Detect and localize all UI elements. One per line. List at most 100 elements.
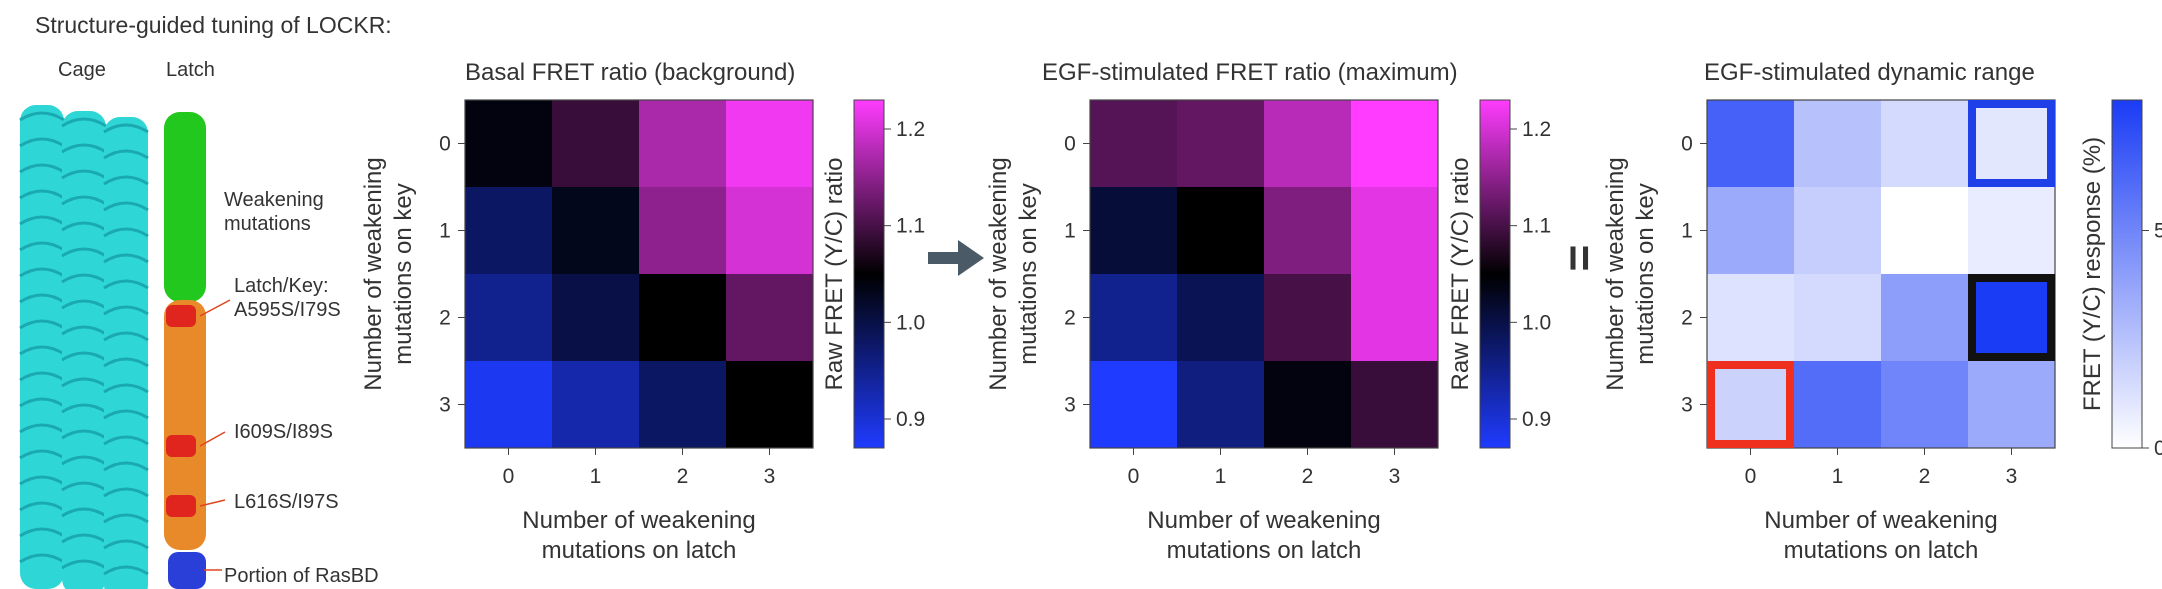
heatmap-cell <box>1351 100 1438 187</box>
cage-helices <box>19 105 149 589</box>
heatmap-cell <box>1968 187 2055 274</box>
helix-turn <box>103 539 149 550</box>
y-tick-label: 1 <box>439 220 451 243</box>
helix-turn <box>61 299 107 310</box>
y-tick-label: 3 <box>439 394 451 417</box>
heatmap-cell <box>1264 100 1351 187</box>
colorbar-tick-label: 0.9 <box>1522 408 1551 431</box>
heatmap-cell <box>639 187 726 274</box>
heatmap-panel-3: EGF-stimulated dynamic range 0 1 2 3 0 1 2 3 Numb… <box>1602 59 2162 564</box>
heatmap-cell <box>639 274 726 361</box>
annotation-i609s: I609S/I89S <box>234 421 333 443</box>
heatmap-cell <box>465 187 552 274</box>
heatmap-cell <box>639 100 726 187</box>
heatmap-cell <box>1794 361 1881 448</box>
helix-turn <box>19 553 65 564</box>
helix-turn <box>19 449 65 460</box>
heatmap-panel-1: Basal FRET ratio (background) 0 1 2 3 0 1 2 3 Num… <box>360 59 925 564</box>
heatmap-cell <box>1351 361 1438 448</box>
heatmap-cell <box>726 274 813 361</box>
helix-turn <box>19 371 65 382</box>
helix-turn <box>61 117 107 128</box>
heatmap-cell <box>1264 274 1351 361</box>
helix-turn <box>61 221 107 232</box>
colorbar-tick-label: 1.0 <box>896 311 925 334</box>
annotation-a595s: A595S/I79S <box>234 299 341 321</box>
helix-turn <box>61 325 107 336</box>
annotation-weakening: Weakening <box>224 189 324 211</box>
x-axis-label: Number of weakening mutations on latch <box>1147 507 1380 564</box>
colorbar-tick-label: 5 <box>2154 220 2162 243</box>
heatmap-cell <box>1090 361 1177 448</box>
helix-turn <box>61 481 107 492</box>
heatmap-cell <box>1351 187 1438 274</box>
heatmap-cell <box>465 274 552 361</box>
y-tick-label: 0 <box>439 133 451 156</box>
heatmap-cell <box>1968 100 2055 187</box>
helix-turn <box>19 423 65 434</box>
heatmap-cell <box>639 361 726 448</box>
heatmap-cell <box>465 361 552 448</box>
x-tick-label: 2 <box>1919 465 1931 488</box>
plot-frame <box>1089 99 1439 449</box>
helix-turn <box>103 305 149 316</box>
y-tick-label: 2 <box>439 307 451 330</box>
heatmap-cell <box>1881 187 1968 274</box>
cage-helix <box>104 117 148 589</box>
x-tick-label: 1 <box>1215 465 1227 488</box>
helix-turn <box>61 143 107 154</box>
x-tick-label: 2 <box>1302 465 1314 488</box>
helix-turn <box>103 409 149 420</box>
helix-turn <box>103 331 149 342</box>
helix-turn <box>19 267 65 278</box>
heatmap-cell <box>726 187 813 274</box>
heatmap-cell <box>1794 100 1881 187</box>
heatmap-cell <box>552 100 639 187</box>
x-tick-label: 3 <box>1389 465 1401 488</box>
helix-turn <box>19 527 65 538</box>
heatmap-cell <box>552 187 639 274</box>
helix-turn <box>103 279 149 290</box>
x-tick-label: 2 <box>677 465 689 488</box>
colorbar-tick-label: 1.1 <box>896 215 925 238</box>
annotation-latch-key: Latch/Key: <box>234 275 329 297</box>
colorbar-tick-label: 1.2 <box>1522 118 1551 141</box>
x-tick-label: 1 <box>590 465 602 488</box>
helix-turn <box>19 293 65 304</box>
heatmap-panel-2: EGF-stimulated FRET ratio (maximum) 0 1 2 3 0… <box>985 59 1551 564</box>
helix-turn <box>103 513 149 524</box>
mutation-site-3 <box>166 495 196 517</box>
helix-turn <box>103 253 149 264</box>
helix-turn <box>103 149 149 160</box>
annotation-l616s: L616S/I97S <box>234 491 339 513</box>
heatmap-cell <box>726 100 813 187</box>
y-tick-label: 1 <box>1064 220 1076 243</box>
colorbar-tick-label: 1.2 <box>896 118 925 141</box>
y-axis-label: Number of weakening mutations on key <box>985 157 1042 390</box>
colorbar-tick-label: 0 <box>2154 437 2162 460</box>
heatmap-cell <box>1090 274 1177 361</box>
helix-turn <box>19 475 65 486</box>
helix-turn <box>103 487 149 498</box>
arrow-icon <box>928 240 984 276</box>
annotation-rasbd: Portion of RasBD <box>224 565 379 587</box>
annotation-mutations: mutations <box>224 213 311 235</box>
x-tick-label: 0 <box>1128 465 1140 488</box>
heatmap-cell <box>1090 100 1177 187</box>
y-tick-label: 1 <box>1681 220 1693 243</box>
helix-turn <box>61 455 107 466</box>
heatmap-cell <box>1881 361 1968 448</box>
heatmap-cell <box>1177 274 1264 361</box>
y-tick-label: 2 <box>1064 307 1076 330</box>
helix-turn <box>19 163 65 174</box>
y-tick-label: 2 <box>1681 307 1693 330</box>
lockr-structure: Cage Latch Weakening mutations Latch/Key… <box>19 59 379 589</box>
colorbar-label: Raw FRET (Y/C) ratio <box>1447 158 1474 391</box>
heatmap-cell <box>1177 100 1264 187</box>
helix-turn <box>61 403 107 414</box>
x-tick-label: 0 <box>1745 465 1757 488</box>
heatmap-cell <box>1881 274 1968 361</box>
colorbar-label: Raw FRET (Y/C) ratio <box>821 158 848 391</box>
mutation-site-2 <box>166 435 196 457</box>
